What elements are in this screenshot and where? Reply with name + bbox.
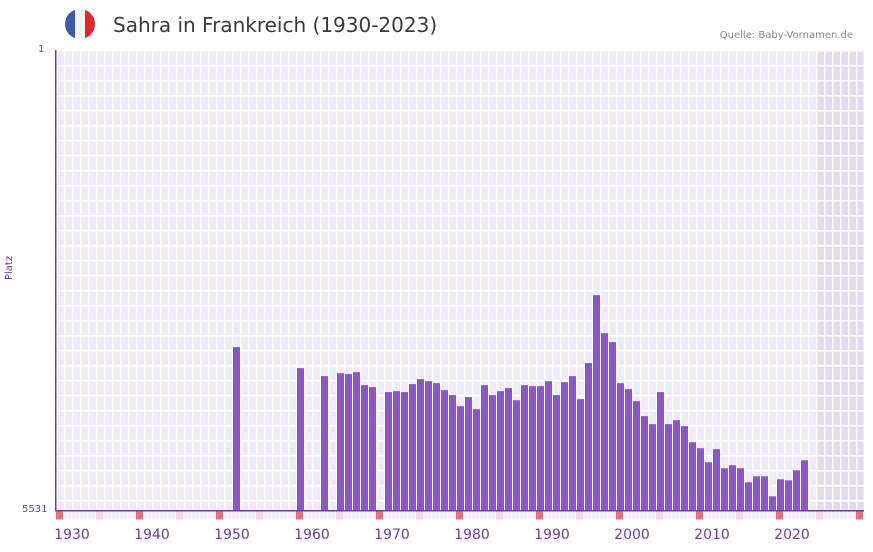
bar-1958 bbox=[297, 368, 304, 510]
bar-1970 bbox=[393, 391, 400, 510]
bar-2020 bbox=[793, 470, 800, 510]
bar-1978 bbox=[457, 406, 464, 510]
bar-2021 bbox=[801, 460, 808, 510]
bar-1983 bbox=[497, 391, 504, 510]
bar-2014 bbox=[745, 482, 752, 510]
bar-2005 bbox=[673, 420, 680, 510]
bar-1966 bbox=[361, 385, 368, 510]
flag-red bbox=[85, 9, 95, 39]
y-bottom-label: 5531 bbox=[22, 504, 48, 515]
bar-1971 bbox=[401, 392, 408, 510]
x-label-1960: 1960 bbox=[294, 527, 330, 543]
bar-2015 bbox=[753, 476, 760, 510]
bar-1982 bbox=[489, 395, 496, 510]
bar-1998 bbox=[617, 383, 624, 510]
bar-1992 bbox=[569, 376, 576, 510]
bar-2019 bbox=[785, 480, 792, 510]
bar-1986 bbox=[521, 385, 528, 510]
flag-white bbox=[75, 9, 85, 39]
bar-2006 bbox=[681, 426, 688, 510]
bar-1973 bbox=[417, 379, 424, 510]
x-label-2020: 2020 bbox=[774, 527, 810, 543]
bar-1963 bbox=[337, 373, 344, 510]
bar-1996 bbox=[601, 333, 608, 510]
x-label-1980: 1980 bbox=[454, 527, 490, 543]
bar-1994 bbox=[585, 363, 592, 510]
bar-1989 bbox=[545, 381, 552, 510]
y-top-label: 1 bbox=[38, 44, 45, 55]
bar-2008 bbox=[697, 448, 704, 510]
bar-1981 bbox=[481, 385, 488, 510]
bar-1985 bbox=[513, 400, 520, 510]
bar-2013 bbox=[737, 468, 744, 510]
x-label-1970: 1970 bbox=[374, 527, 410, 543]
x-label-2000: 2000 bbox=[614, 527, 650, 543]
x-label-1930: 1930 bbox=[54, 527, 90, 543]
bar-2000 bbox=[633, 401, 640, 510]
bar-1979 bbox=[465, 397, 472, 510]
bar-2010 bbox=[713, 449, 720, 510]
x-label-2010: 2010 bbox=[694, 527, 730, 543]
bar-1991 bbox=[561, 382, 568, 510]
bar-2009 bbox=[705, 462, 712, 510]
bar-1999 bbox=[625, 389, 632, 510]
bar-1976 bbox=[441, 390, 448, 510]
bar-2018 bbox=[777, 479, 784, 510]
bar-1997 bbox=[609, 342, 616, 510]
flag-blue bbox=[65, 9, 75, 39]
bar-1964 bbox=[345, 374, 352, 510]
bar-2011 bbox=[721, 468, 728, 510]
x-label-1990: 1990 bbox=[534, 527, 570, 543]
bar-2001 bbox=[641, 416, 648, 510]
bar-1969 bbox=[385, 392, 392, 510]
bar-1988 bbox=[537, 386, 544, 510]
bar-1961 bbox=[321, 376, 328, 510]
x-label-1940: 1940 bbox=[134, 527, 170, 543]
bar-1974 bbox=[425, 381, 432, 510]
bar-1987 bbox=[529, 386, 536, 510]
bar-1977 bbox=[449, 395, 456, 510]
bar-2003 bbox=[657, 392, 664, 510]
bar-1984 bbox=[505, 388, 512, 510]
bar-1993 bbox=[577, 399, 584, 510]
x-label-1950: 1950 bbox=[214, 527, 250, 543]
bar-1975 bbox=[433, 383, 440, 510]
bar-2017 bbox=[769, 496, 776, 510]
bar-1990 bbox=[553, 395, 560, 510]
bar-1980 bbox=[473, 409, 480, 510]
bar-2016 bbox=[761, 476, 768, 510]
chart-title: Sahra in Frankreich (1930-2023) bbox=[113, 13, 438, 37]
bar-1965 bbox=[353, 372, 360, 510]
bar-1967 bbox=[369, 387, 376, 510]
bar-1950 bbox=[233, 347, 240, 510]
france-flag-icon bbox=[65, 9, 95, 39]
source-label: Quelle: Baby-Vornamen.de bbox=[719, 30, 853, 41]
bar-2002 bbox=[649, 424, 656, 510]
bar-2004 bbox=[665, 424, 672, 510]
bar-1995 bbox=[593, 295, 600, 510]
bar-2007 bbox=[689, 442, 696, 510]
bar-2012 bbox=[729, 465, 736, 510]
bar-1972 bbox=[409, 384, 416, 510]
